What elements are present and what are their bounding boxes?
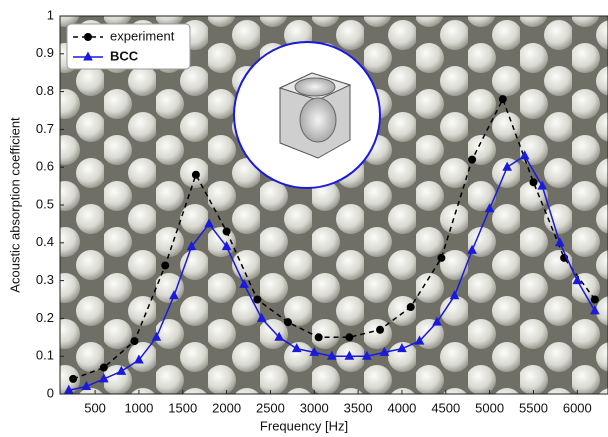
- y-tick-label: 0.2: [36, 310, 54, 325]
- point: [69, 375, 77, 383]
- point: [131, 337, 139, 345]
- x-tick-label: 5000: [475, 400, 504, 415]
- point: [437, 254, 445, 262]
- x-tick-label: 1000: [124, 400, 153, 415]
- point: [315, 333, 323, 341]
- point: [499, 95, 507, 103]
- y-axis-label: Acoustic absorption coefficient: [7, 117, 22, 293]
- chart: Frequency [Hz] Acoustic absorption coeff…: [0, 0, 608, 437]
- x-tick-label: 500: [84, 400, 106, 415]
- y-tick-label: 0.4: [36, 234, 54, 249]
- point: [468, 156, 476, 164]
- inset: [234, 42, 380, 188]
- x-tick-label: 2000: [212, 400, 241, 415]
- x-tick-label: 3500: [344, 400, 373, 415]
- x-tick-label: 3000: [300, 400, 329, 415]
- x-tick-label: 2500: [256, 400, 285, 415]
- x-tick-label: 5500: [519, 400, 548, 415]
- point: [253, 296, 261, 304]
- legend-label: experiment: [110, 28, 175, 43]
- y-tick-label: 1: [47, 7, 54, 22]
- point: [376, 326, 384, 334]
- legend-label: BCC: [110, 48, 139, 63]
- y-tick-label: 0.5: [36, 196, 54, 211]
- point: [529, 178, 537, 186]
- x-tick-label: 1500: [168, 400, 197, 415]
- y-tick-label: 0.9: [36, 45, 54, 60]
- y-tick-label: 0.7: [36, 121, 54, 136]
- point: [161, 261, 169, 269]
- y-tick-label: 0: [47, 385, 54, 400]
- point: [284, 318, 292, 326]
- y-tick-label: 0.1: [36, 348, 54, 363]
- y-tick-label: 0.6: [36, 159, 54, 174]
- point: [223, 227, 231, 235]
- x-axis-label: Frequency [Hz]: [260, 418, 348, 433]
- x-tick-label: 4500: [431, 400, 460, 415]
- y-tick-label: 0.8: [36, 83, 54, 98]
- unit-cell-hole: [295, 78, 335, 96]
- point: [407, 303, 415, 311]
- point: [100, 364, 108, 372]
- y-tick-label: 0.3: [36, 272, 54, 287]
- legend-marker: [84, 33, 92, 41]
- point: [591, 296, 599, 304]
- x-tick-label: 4000: [387, 400, 416, 415]
- x-tick-label: 6000: [563, 400, 592, 415]
- unit-cell-hole: [300, 98, 336, 142]
- point: [192, 171, 200, 179]
- point: [345, 333, 353, 341]
